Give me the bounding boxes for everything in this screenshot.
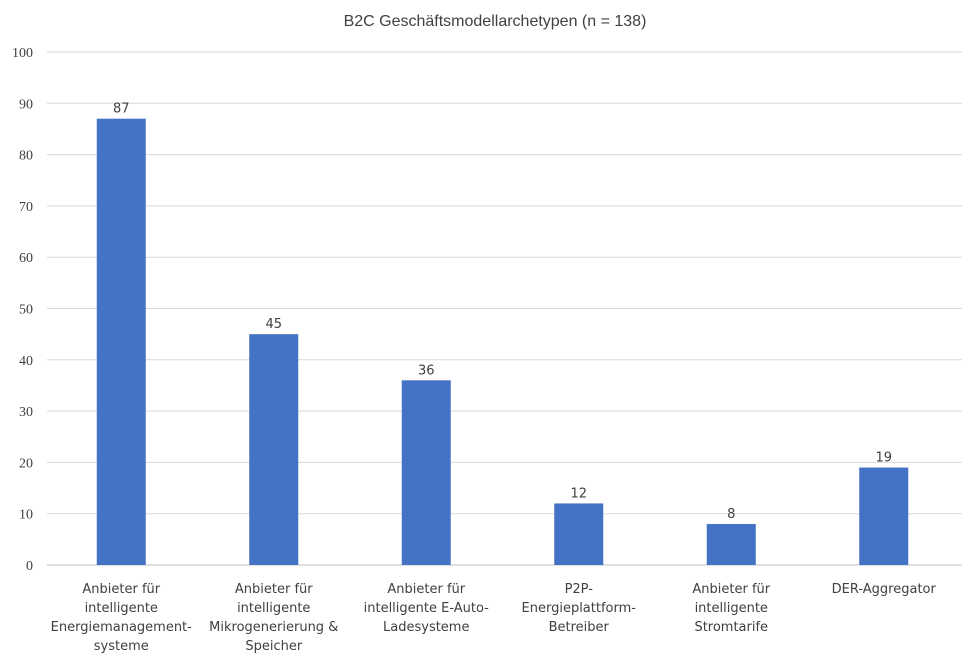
- bar: [249, 334, 299, 565]
- category-label-line: Speicher: [245, 639, 302, 654]
- data-label: 36: [418, 363, 435, 378]
- data-label: 87: [113, 102, 130, 117]
- category-label: DER-Aggregator: [832, 582, 937, 597]
- y-axis-tick-labels: 0 10 20 30 40 50 60 70 80 90 100: [12, 46, 33, 574]
- bars: [96, 118, 909, 565]
- chart-title: B2C Geschäftsmodellarchetypen (n = 138): [344, 13, 647, 30]
- category-label-line: Energiemanagement-: [51, 620, 193, 635]
- bar: [96, 118, 146, 565]
- category-label-line: DER-Aggregator: [832, 582, 937, 597]
- y-tick-label: 40: [19, 354, 33, 369]
- category-label-line: Anbieter für: [82, 582, 160, 597]
- y-tick-label: 0: [26, 559, 33, 574]
- category-label-line: Mikrogenerierung &: [209, 620, 338, 635]
- category-label-line: intelligente: [695, 601, 768, 616]
- category-label-line: Anbieter für: [387, 582, 465, 597]
- category-label-line: systeme: [94, 639, 149, 654]
- category-label-line: P2P-: [565, 582, 594, 597]
- category-label-line: Anbieter für: [235, 582, 313, 597]
- category-label-line: Anbieter für: [692, 582, 770, 597]
- category-label-line: intelligente: [237, 601, 310, 616]
- category-label: Anbieter für intelligente Mikrogenerierung…: [209, 582, 338, 654]
- x-axis-category-labels: Anbieter für intelligente Energiemanagemen…: [51, 582, 937, 654]
- bar: [859, 467, 909, 565]
- category-label: Anbieter für intelligente Energiemanagemen…: [51, 582, 193, 654]
- bar: [706, 523, 756, 565]
- data-label: 45: [265, 317, 282, 332]
- category-label: Anbieter für intelligente E-Auto- Ladesyst…: [364, 582, 490, 635]
- y-tick-label: 50: [19, 303, 33, 318]
- y-tick-label: 60: [19, 251, 33, 266]
- bar: [401, 380, 451, 565]
- category-label-line: Energieplattform-: [522, 601, 637, 616]
- category-label-line: Ladesysteme: [383, 620, 469, 635]
- y-tick-label: 10: [19, 508, 33, 523]
- data-label: 8: [727, 507, 735, 522]
- category-label: Anbieter für intelligente Stromtarife: [692, 582, 770, 635]
- category-label-line: intelligente: [85, 601, 158, 616]
- category-label-line: intelligente E-Auto-: [364, 601, 490, 616]
- data-label: 12: [570, 486, 587, 501]
- data-label: 19: [875, 451, 892, 466]
- y-tick-label: 100: [12, 46, 33, 61]
- category-label-line: Stromtarife: [694, 620, 768, 635]
- bar: [554, 503, 604, 565]
- y-tick-label: 20: [19, 456, 33, 471]
- gridlines: [47, 51, 962, 566]
- category-label-line: Betreiber: [549, 620, 610, 635]
- category-label: P2P- Energieplattform- Betreiber: [522, 582, 637, 635]
- y-tick-label: 30: [19, 405, 33, 420]
- y-tick-label: 70: [19, 200, 33, 215]
- y-tick-label: 80: [19, 149, 33, 164]
- data-labels: 87 45 36 12 8 19: [113, 102, 892, 522]
- y-tick-label: 90: [19, 97, 33, 112]
